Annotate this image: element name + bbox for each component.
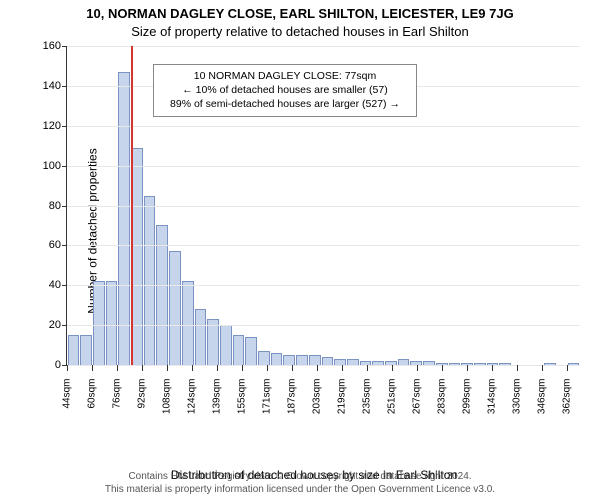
ytick-label: 0 (55, 359, 67, 371)
histogram-bar (93, 281, 105, 365)
xtick-mark (567, 365, 568, 371)
gridline (67, 46, 580, 47)
xtick-mark (542, 365, 543, 371)
xtick-label: 314sqm (487, 379, 498, 415)
gridline (67, 365, 580, 366)
histogram-bar (309, 355, 321, 365)
xtick-mark (442, 365, 443, 371)
xtick-label: 251sqm (387, 379, 398, 415)
histogram-bar (144, 196, 156, 365)
xtick-mark (167, 365, 168, 371)
gridline (67, 206, 580, 207)
xtick-label: 219sqm (337, 379, 348, 415)
xtick-mark (117, 365, 118, 371)
annotation-line: ← 10% of detached houses are smaller (57… (162, 83, 408, 97)
xtick-mark (67, 365, 68, 371)
page-title-1: 10, NORMAN DAGLEY CLOSE, EARL SHILTON, L… (0, 0, 600, 21)
xtick-label: 108sqm (162, 379, 173, 415)
histogram-bar (245, 337, 257, 365)
histogram-bar (195, 309, 207, 365)
gridline (67, 126, 580, 127)
footer-attribution: Contains HM Land Registry data © Crown c… (0, 471, 600, 496)
xtick-label: 346sqm (537, 379, 548, 415)
xtick-mark (267, 365, 268, 371)
histogram-bar (131, 148, 143, 365)
xtick-label: 124sqm (187, 379, 198, 415)
xtick-mark (192, 365, 193, 371)
page-title-2: Size of property relative to detached ho… (0, 21, 600, 39)
xtick-mark (142, 365, 143, 371)
xtick-label: 203sqm (312, 379, 323, 415)
gridline (67, 285, 580, 286)
xtick-label: 267sqm (412, 379, 423, 415)
plot-region: 02040608010012014016044sqm60sqm76sqm92sq… (66, 46, 580, 366)
histogram-bar (258, 351, 270, 365)
ytick-label: 20 (49, 319, 67, 331)
xtick-label: 60sqm (87, 379, 98, 409)
histogram-bar (118, 72, 130, 365)
xtick-mark (467, 365, 468, 371)
xtick-mark (292, 365, 293, 371)
gridline (67, 166, 580, 167)
xtick-mark (392, 365, 393, 371)
gridline (67, 245, 580, 246)
histogram-bar (80, 335, 92, 365)
xtick-mark (317, 365, 318, 371)
xtick-label: 171sqm (262, 379, 273, 415)
xtick-mark (217, 365, 218, 371)
ytick-label: 160 (43, 40, 67, 52)
subject-marker-line (131, 46, 133, 365)
xtick-mark (342, 365, 343, 371)
histogram-bar (271, 353, 283, 365)
xtick-label: 44sqm (62, 379, 73, 409)
histogram-bar (296, 355, 308, 365)
histogram-bar (106, 281, 118, 365)
footer-line-1: Contains HM Land Registry data © Crown c… (0, 471, 600, 484)
histogram-bar (68, 335, 80, 365)
ytick-label: 100 (43, 160, 67, 172)
histogram-bar (169, 251, 181, 365)
xtick-mark (92, 365, 93, 371)
xtick-mark (492, 365, 493, 371)
xtick-label: 283sqm (437, 379, 448, 415)
xtick-label: 155sqm (237, 379, 248, 415)
annotation-box: 10 NORMAN DAGLEY CLOSE: 77sqm← 10% of de… (153, 64, 417, 117)
xtick-label: 235sqm (362, 379, 373, 415)
footer-line-2: This material is property information li… (0, 484, 600, 497)
chart-area: Number of detached properties 0204060801… (48, 46, 580, 416)
xtick-label: 362sqm (562, 379, 573, 415)
annotation-line: 89% of semi-detached houses are larger (… (162, 97, 408, 111)
xtick-mark (417, 365, 418, 371)
ytick-label: 60 (49, 239, 67, 251)
ytick-label: 80 (49, 200, 67, 212)
xtick-mark (517, 365, 518, 371)
gridline (67, 325, 580, 326)
xtick-mark (367, 365, 368, 371)
xtick-label: 187sqm (287, 379, 298, 415)
ytick-label: 120 (43, 120, 67, 132)
xtick-label: 139sqm (212, 379, 223, 415)
xtick-label: 76sqm (112, 379, 123, 409)
ytick-label: 140 (43, 80, 67, 92)
xtick-label: 330sqm (512, 379, 523, 415)
histogram-bar (182, 281, 194, 365)
xtick-label: 92sqm (137, 379, 148, 409)
ytick-label: 40 (49, 279, 67, 291)
xtick-label: 299sqm (462, 379, 473, 415)
annotation-line: 10 NORMAN DAGLEY CLOSE: 77sqm (162, 69, 408, 83)
xtick-mark (242, 365, 243, 371)
histogram-bar (283, 355, 295, 365)
histogram-bar (322, 357, 334, 365)
histogram-bar (220, 325, 232, 365)
histogram-bar (233, 335, 245, 365)
